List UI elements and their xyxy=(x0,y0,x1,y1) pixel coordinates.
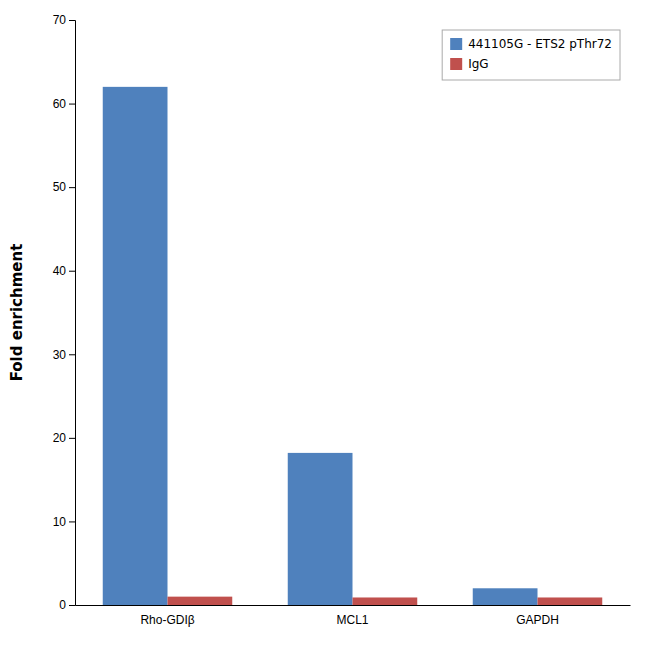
legend-label: IgG xyxy=(468,57,488,71)
legend-label: 441105G - ETS2 pThr72 xyxy=(468,37,612,51)
y-tick-label: 30 xyxy=(53,348,67,362)
plot: 0 10 20 30 40 50 60 70 Rho-GDIβ MCL1 GAPDH 441105G … xyxy=(53,13,631,626)
y-axis: 0 10 20 30 40 50 60 70 xyxy=(53,13,76,612)
y-tick-mark xyxy=(69,605,75,606)
y-tick-mark xyxy=(69,271,75,272)
y-tick: 0 xyxy=(59,598,75,612)
legend-item: IgG xyxy=(450,57,488,71)
y-tick: 50 xyxy=(53,180,75,194)
y-tick: 40 xyxy=(53,264,75,278)
x-tick-label: Rho-GDIβ xyxy=(140,613,194,627)
y-axis-line xyxy=(69,21,76,606)
y-tick-mark xyxy=(69,438,75,439)
x-tick: GAPDH xyxy=(516,613,559,627)
y-tick-label: 60 xyxy=(53,97,67,111)
bar-series xyxy=(103,87,538,605)
legend: 441105G - ETS2 pThr72 IgG xyxy=(442,30,620,80)
y-tick-label: 70 xyxy=(53,13,67,27)
y-axis-title: Fold enrichment xyxy=(8,244,26,382)
y-tick-label: 50 xyxy=(53,180,67,194)
bar xyxy=(103,87,168,605)
bar xyxy=(353,597,418,605)
bar xyxy=(288,453,353,605)
x-tick: MCL1 xyxy=(336,613,368,627)
legend-swatch xyxy=(450,38,462,50)
x-axis-line xyxy=(76,605,631,606)
bar-series xyxy=(168,597,603,605)
legend-box xyxy=(442,30,620,80)
y-tick-mark xyxy=(69,187,75,188)
legend-swatch xyxy=(450,58,462,70)
bar xyxy=(168,597,233,605)
y-tick-mark xyxy=(69,20,75,21)
y-tick-mark xyxy=(69,521,75,522)
y-tick-label: 20 xyxy=(53,431,67,445)
bar xyxy=(473,588,538,605)
y-tick: 10 xyxy=(53,515,75,529)
y-tick: 70 xyxy=(53,13,75,27)
y-tick: 60 xyxy=(53,97,75,111)
x-tick-label: GAPDH xyxy=(516,613,559,627)
legend-item: 441105G - ETS2 pThr72 xyxy=(450,37,612,51)
chart: 0 10 20 30 40 50 60 70 Rho-GDIβ MCL1 GAPDH 441105G … xyxy=(0,0,650,655)
y-tick-mark xyxy=(69,104,75,105)
x-axis: Rho-GDIβ MCL1 GAPDH xyxy=(76,606,631,627)
y-tick-label: 0 xyxy=(59,598,66,612)
y-tick: 20 xyxy=(53,431,75,445)
bars xyxy=(103,87,603,605)
x-tick-label: MCL1 xyxy=(336,613,368,627)
y-tick-label: 10 xyxy=(53,515,67,529)
bar xyxy=(538,597,603,605)
y-tick-mark xyxy=(69,354,75,355)
x-tick: Rho-GDIβ xyxy=(140,613,194,627)
y-tick-label: 40 xyxy=(53,264,67,278)
y-tick: 30 xyxy=(53,348,75,362)
